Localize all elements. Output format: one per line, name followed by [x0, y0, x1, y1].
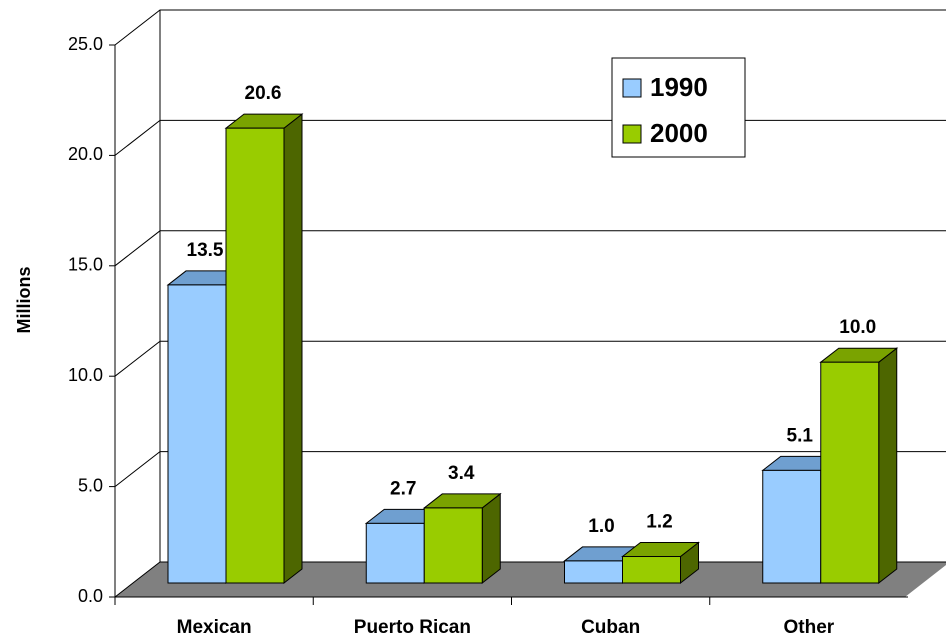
bar: [225, 127, 285, 584]
y-axis-label: Millions: [14, 267, 34, 334]
data-label: 20.6: [245, 83, 282, 104]
data-label: 5.1: [787, 425, 814, 446]
bar: [820, 361, 880, 584]
y-tick-label: 0.0: [78, 586, 103, 606]
x-tick-label: Cuban: [581, 617, 640, 638]
bar-side: [283, 113, 303, 585]
legend-label: 1990: [650, 72, 708, 102]
data-label: 1.2: [646, 512, 672, 533]
bar-side: [878, 347, 898, 585]
grid-line: [114, 9, 946, 46]
bar: [564, 560, 623, 584]
bar: [762, 469, 822, 584]
legend-swatch: [622, 78, 642, 98]
legend-swatch: [622, 124, 642, 144]
bar: [622, 556, 681, 584]
y-tick-label: 15.0: [68, 255, 103, 275]
floor: [115, 562, 946, 597]
data-label: 1.0: [588, 516, 614, 537]
y-tick-label: 25.0: [68, 34, 103, 54]
y-tick-label: 20.0: [68, 144, 103, 164]
legend-label: 2000: [650, 118, 708, 148]
data-label: 3.4: [448, 463, 475, 484]
data-label: 2.7: [390, 478, 416, 499]
bar: [167, 284, 227, 584]
bar-side: [481, 492, 501, 585]
y-tick-label: 5.0: [78, 475, 103, 495]
data-label: 10.0: [839, 317, 876, 338]
bar: [423, 507, 483, 584]
y-tick-label: 10.0: [68, 365, 103, 385]
x-tick-label: Other: [784, 617, 835, 638]
bar: [365, 522, 425, 584]
data-label: 13.5: [187, 240, 224, 261]
x-tick-label: Mexican: [177, 617, 252, 638]
x-tick-label: Puerto Rican: [354, 617, 471, 638]
